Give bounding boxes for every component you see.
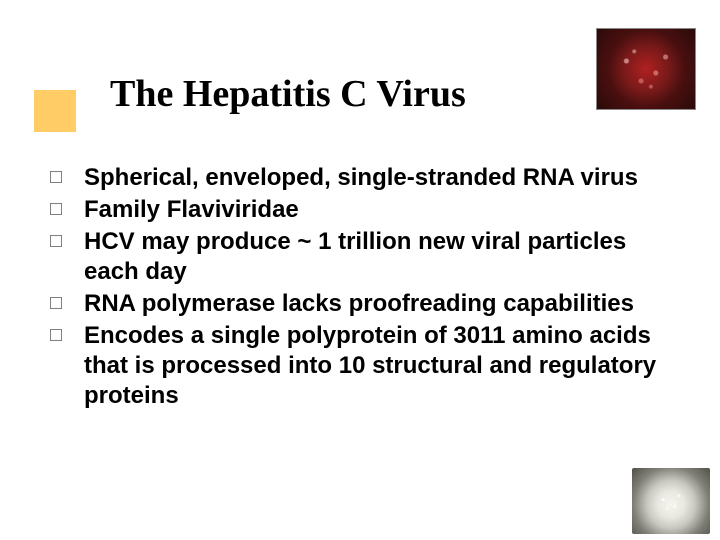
bullet-list: Spherical, enveloped, single-stranded RN…	[50, 163, 670, 413]
square-bullet-icon	[50, 297, 62, 309]
footer-image-micrograph	[632, 468, 710, 534]
title-accent-square	[34, 90, 76, 132]
list-item-text: Family Flaviviridae	[84, 195, 299, 225]
list-item-text: Encodes a single polyprotein of 3011 ami…	[84, 321, 670, 411]
list-item-text: RNA polymerase lacks proofreading capabi…	[84, 289, 634, 319]
list-item-text: Spherical, enveloped, single-stranded RN…	[84, 163, 638, 193]
square-bullet-icon	[50, 235, 62, 247]
list-item: HCV may produce ~ 1 trillion new viral p…	[50, 227, 670, 287]
square-bullet-icon	[50, 329, 62, 341]
slide-title: The Hepatitis C Virus	[110, 72, 466, 116]
list-item: RNA polymerase lacks proofreading capabi…	[50, 289, 670, 319]
title-region: The Hepatitis C Virus	[0, 72, 720, 132]
square-bullet-icon	[50, 203, 62, 215]
list-item-text: HCV may produce ~ 1 trillion new viral p…	[84, 227, 670, 287]
list-item: Encodes a single polyprotein of 3011 ami…	[50, 321, 670, 411]
list-item: Spherical, enveloped, single-stranded RN…	[50, 163, 670, 193]
square-bullet-icon	[50, 171, 62, 183]
list-item: Family Flaviviridae	[50, 195, 670, 225]
